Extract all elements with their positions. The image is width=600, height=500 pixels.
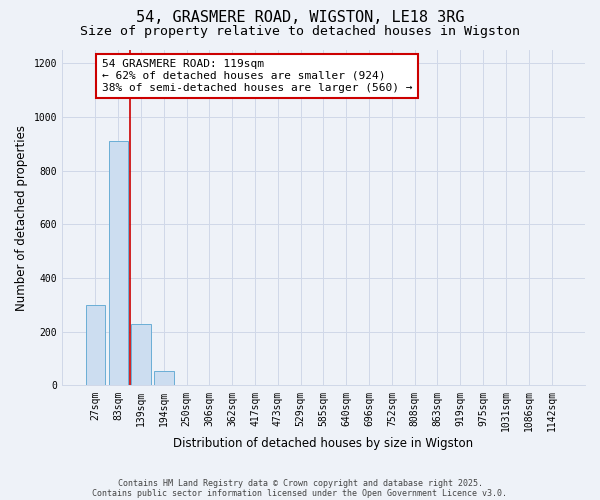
Text: Size of property relative to detached houses in Wigston: Size of property relative to detached ho… (80, 25, 520, 38)
X-axis label: Distribution of detached houses by size in Wigston: Distribution of detached houses by size … (173, 437, 473, 450)
Text: Contains HM Land Registry data © Crown copyright and database right 2025.: Contains HM Land Registry data © Crown c… (118, 478, 482, 488)
Bar (268, 385, 287, 386)
Text: 54, GRASMERE ROAD, WIGSTON, LE18 3RG: 54, GRASMERE ROAD, WIGSTON, LE18 3RG (136, 10, 464, 25)
Bar (154, 370, 173, 386)
Bar (131, 324, 151, 386)
Text: Contains public sector information licensed under the Open Government Licence v3: Contains public sector information licen… (92, 488, 508, 498)
Bar (109, 141, 128, 386)
Text: 54 GRASMERE ROAD: 119sqm
← 62% of detached houses are smaller (924)
38% of semi-: 54 GRASMERE ROAD: 119sqm ← 62% of detach… (102, 60, 412, 92)
Y-axis label: Number of detached properties: Number of detached properties (15, 124, 28, 310)
Bar (86, 305, 105, 386)
